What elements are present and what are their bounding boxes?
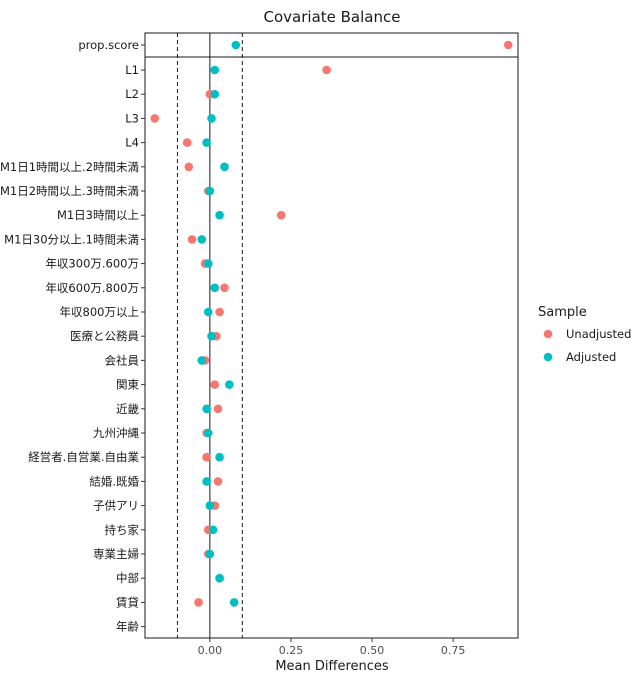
point-unadjusted <box>503 40 513 50</box>
x-tick-label: 0.75 <box>441 644 466 657</box>
y-label: L1 <box>125 63 139 77</box>
y-label: L2 <box>125 87 139 101</box>
point-adjusted <box>203 307 213 317</box>
plot-panels <box>144 32 519 639</box>
y-label: 年収300万.600万 <box>45 257 139 271</box>
legend-key-adjusted <box>543 352 553 362</box>
point-adjusted <box>220 162 229 172</box>
y-label: M1日30分以上.1時間未満 <box>4 232 139 246</box>
point-adjusted <box>215 573 224 583</box>
point-unadjusted <box>202 452 211 462</box>
point-unadjusted <box>213 404 223 414</box>
legend-key-unadjusted <box>543 329 553 339</box>
y-label: 関東 <box>116 378 139 392</box>
y-label: L4 <box>125 136 139 150</box>
y-label: 子供アリ <box>93 499 139 513</box>
point-unadjusted <box>213 477 223 486</box>
point-adjusted <box>225 380 234 389</box>
y-label: 結婚.既婚 <box>89 474 139 488</box>
point-adjusted <box>215 210 224 220</box>
y-axis-labels: prop.score L1 L2 L3 L4 M1日1時間以上.2時間未満 M1日2時間以上… <box>0 38 145 634</box>
y-label: 年収800万以上 <box>60 305 139 319</box>
y-label: M1日1時間以上.2時間未満 <box>0 160 139 174</box>
point-adjusted <box>202 138 211 147</box>
point-adjusted <box>210 283 220 293</box>
point-unadjusted <box>276 210 286 220</box>
x-axis-title: Mean Differences <box>275 659 389 674</box>
point-adjusted <box>197 235 207 244</box>
y-label: 医療と公務員 <box>70 329 139 343</box>
point-adjusted <box>210 65 220 75</box>
point-adjusted <box>208 525 218 535</box>
point-adjusted <box>202 404 211 414</box>
y-label: 年収600万.800万 <box>45 281 139 295</box>
point-adjusted <box>203 428 213 438</box>
point-adjusted <box>205 501 215 510</box>
point-unadjusted <box>194 598 203 607</box>
x-tick-label: 0.00 <box>198 644 223 657</box>
x-tick-label: 0.25 <box>279 644 304 657</box>
point-unadjusted <box>220 283 229 293</box>
main-panel-border <box>144 56 519 639</box>
point-unadjusted <box>150 114 160 123</box>
point-unadjusted <box>184 162 194 172</box>
y-label: prop.score <box>78 38 139 52</box>
legend-label-adjusted: Adjusted <box>566 350 616 364</box>
top-panel-border <box>144 32 519 58</box>
point-unadjusted <box>187 235 197 244</box>
y-label: 近畿 <box>116 402 139 416</box>
point-unadjusted <box>210 380 220 389</box>
y-label: 賃貸 <box>116 595 139 609</box>
point-adjusted <box>197 356 207 365</box>
y-label: M1日2時間以上.3時間未満 <box>0 184 139 198</box>
y-label: 中部 <box>116 571 139 585</box>
y-label: L3 <box>125 111 139 125</box>
point-adjusted <box>205 186 215 196</box>
y-label: M1日3時間以上 <box>57 208 139 222</box>
point-adjusted <box>207 331 216 341</box>
legend: Sample Unadjusted Adjusted <box>538 305 631 364</box>
point-adjusted <box>231 40 241 50</box>
chart-title: Covariate Balance <box>264 8 401 26</box>
y-label: 会社員 <box>105 353 140 367</box>
point-adjusted <box>203 259 213 268</box>
point-adjusted <box>205 549 215 559</box>
data-points <box>150 40 513 607</box>
point-adjusted <box>207 114 216 123</box>
point-unadjusted <box>182 138 192 147</box>
y-label: 九州沖縄 <box>93 426 139 440</box>
x-tick-label: 0.50 <box>360 644 385 657</box>
point-adjusted <box>229 598 239 607</box>
legend-label-unadjusted: Unadjusted <box>566 327 631 341</box>
legend-title: Sample <box>538 305 587 320</box>
point-adjusted <box>215 452 224 462</box>
y-label: 専業主婦 <box>93 547 139 561</box>
x-axis-ticks: 0.00 0.25 0.50 0.75 <box>198 638 466 657</box>
y-label: 持ち家 <box>105 523 140 537</box>
point-adjusted <box>202 477 211 486</box>
y-label: 年齢 <box>116 620 139 634</box>
point-unadjusted <box>322 65 331 75</box>
point-unadjusted <box>215 307 224 317</box>
point-adjusted <box>210 89 220 99</box>
y-label: 経営者.自営業.自由業 <box>28 450 139 464</box>
